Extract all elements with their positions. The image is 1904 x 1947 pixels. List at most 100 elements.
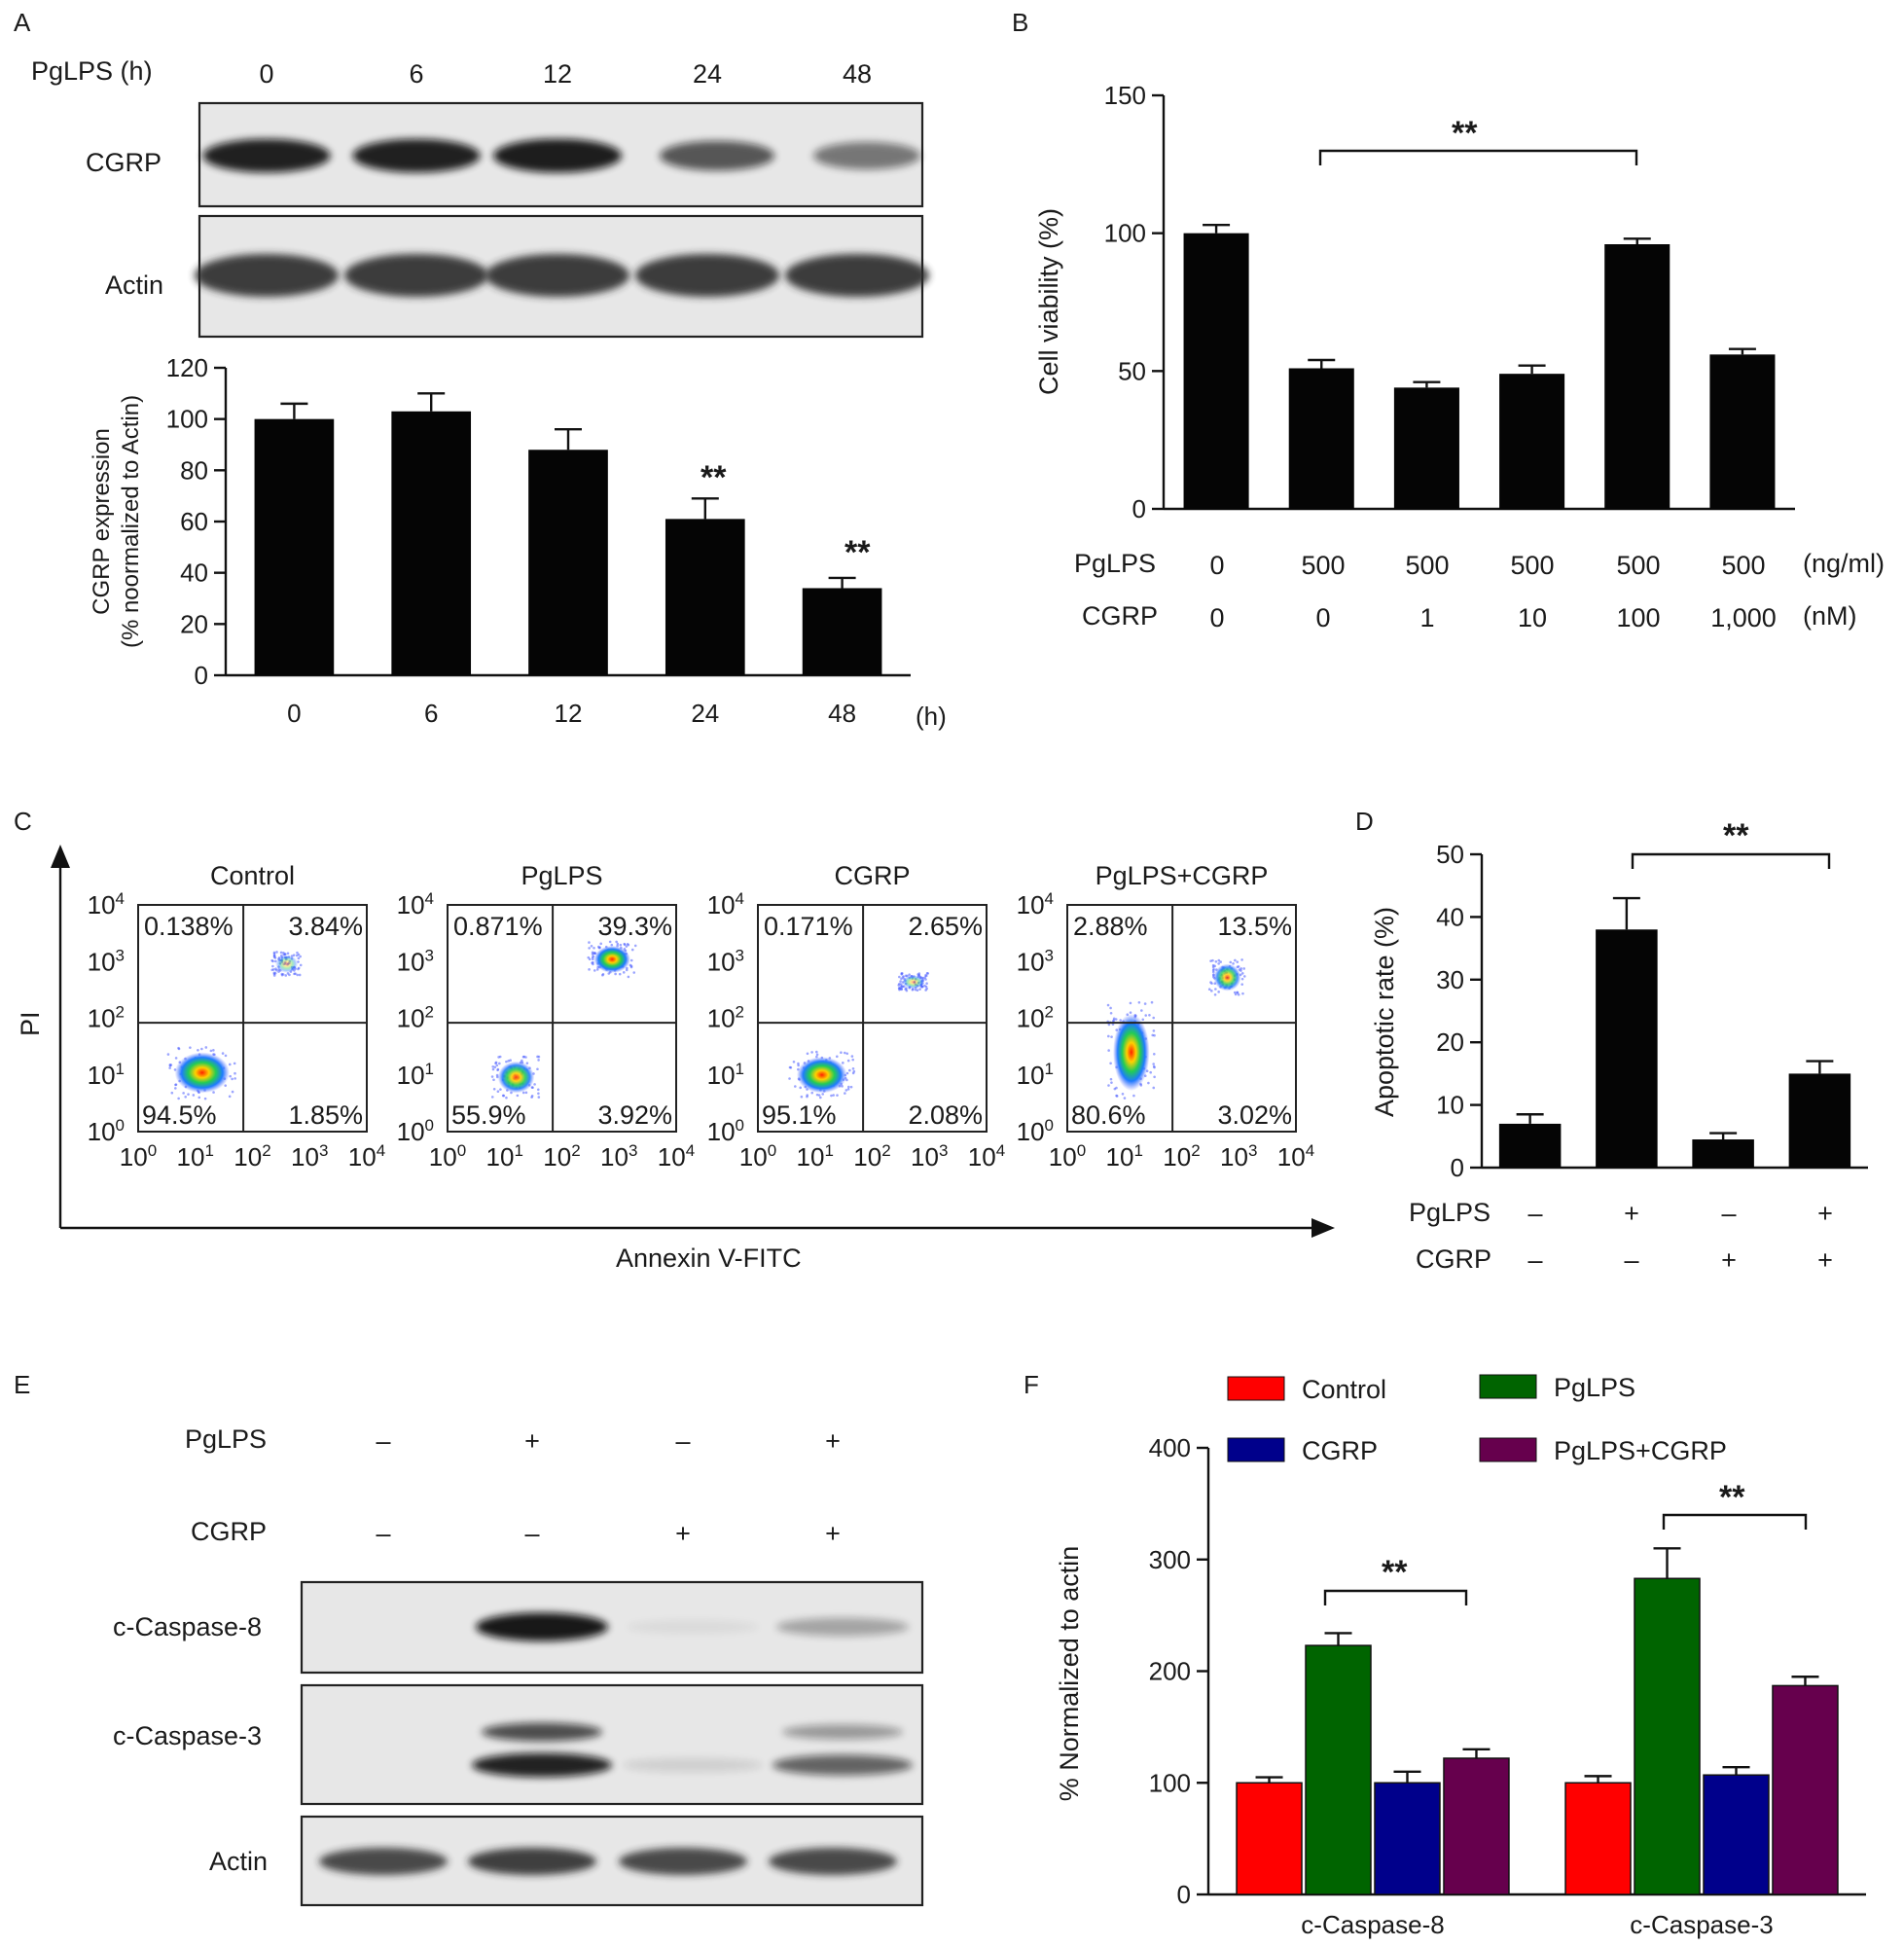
flow-event-dot [1115, 1094, 1118, 1098]
flow-event-dot [231, 1090, 234, 1094]
flow-plot-title: PgLPS [521, 861, 602, 890]
x-tick-label: 12 [555, 699, 583, 728]
chart-d: 0 10 20 30 40 50 Apoptotic rate (%) [1370, 840, 1868, 1182]
flow-event-dot [224, 1084, 228, 1087]
y-tick-label: 0 [1132, 494, 1146, 523]
a-timepoint-label: 24 [693, 59, 722, 89]
y-tick-label: 60 [180, 507, 208, 536]
quadrant-lr-value: 3.02% [1217, 1100, 1292, 1130]
flow-event-dot [212, 1091, 215, 1094]
b-cgrp-value: 1,000 [1710, 603, 1777, 632]
b-cgrp-value: 100 [1616, 603, 1660, 632]
y-log-tick-exponent: 4 [1045, 889, 1054, 908]
flow-event-dot [821, 1093, 825, 1096]
flow-event-dot [200, 1047, 203, 1051]
d-cgrp-sign: + [1817, 1245, 1833, 1275]
flow-event-dot [844, 1051, 846, 1055]
f-legend: Control PgLPS CGRP PgLPS+CGRP [1227, 1373, 1727, 1465]
y-log-tick-label: 103 [707, 946, 744, 976]
x-log-tick-label: 102 [234, 1141, 270, 1172]
flow-event-dot [616, 942, 620, 946]
flow-event-dot [505, 1060, 508, 1064]
blot-band [813, 141, 920, 170]
x-log-tick-exponent: 3 [939, 1141, 948, 1160]
flow-density-cluster [1113, 1013, 1150, 1092]
flow-event-dot [908, 973, 911, 976]
flow-event-dot [492, 1078, 495, 1082]
y-tick-label: 300 [1149, 1545, 1191, 1574]
y-log-tick-exponent: 3 [736, 946, 744, 964]
flow-event-dot [521, 1091, 525, 1095]
bar [528, 450, 608, 675]
flow-event-dot [174, 1087, 177, 1090]
flow-event-dot [1213, 964, 1216, 968]
d-condition-signs: – + – + – – + + [1527, 1199, 1832, 1275]
flow-event-dot [591, 957, 594, 961]
flow-event-dot [1152, 1063, 1155, 1065]
flow-event-dot [851, 1058, 854, 1062]
flow-event-dot [275, 951, 278, 954]
flow-event-dot [1137, 1000, 1141, 1004]
flow-event-dot [212, 1049, 215, 1052]
c-y-arrowhead [51, 845, 70, 868]
flow-event-dot [174, 1083, 178, 1086]
flow-event-dot [593, 969, 596, 972]
y-log-tick-label: 104 [397, 889, 434, 919]
x-log-tick-label: 101 [1106, 1141, 1143, 1172]
y-log-tick-exponent: 4 [736, 889, 744, 908]
x-log-tick-label: 103 [911, 1141, 948, 1172]
flow-event-dot [914, 988, 917, 992]
flow-event-dot [187, 1093, 190, 1096]
y-log-tick-label: 101 [88, 1060, 125, 1090]
flow-event-dot [627, 975, 630, 979]
flow-event-dot [794, 1085, 797, 1088]
flow-event-dot [633, 944, 637, 948]
y-log-tick-label: 101 [707, 1060, 744, 1090]
e-cgrp-sign: + [825, 1519, 841, 1548]
quadrant-ul-value: 2.88% [1073, 912, 1148, 941]
flow-event-dot [900, 988, 903, 992]
flow-event-dot [619, 943, 623, 947]
flow-event-dot [184, 1096, 187, 1099]
flow-event-dot [224, 1054, 228, 1058]
flow-event-dot [297, 953, 301, 956]
flow-event-dot [297, 967, 300, 971]
flow-event-dot [299, 955, 302, 958]
a-blot-actin-label: Actin [105, 270, 163, 300]
flow-event-dot [209, 1049, 213, 1053]
a-treatment-label: PgLPS (h) [31, 56, 153, 86]
panel-e: E PgLPS CGRP – + – + – – + + c-Caspase-8 c-Casp… [14, 1370, 924, 1907]
x-log-tick-label: 100 [739, 1141, 776, 1172]
y-tick-label: 50 [1436, 840, 1464, 869]
flow-event-dot [1153, 1033, 1156, 1037]
flow-event-dot [850, 1055, 854, 1058]
flow-event-dot [1143, 1002, 1147, 1005]
flow-event-dot [625, 945, 629, 948]
legend-swatch [1227, 1376, 1285, 1401]
flow-plot-title: Control [210, 861, 295, 890]
flow-event-dot [842, 1062, 844, 1064]
flow-event-dot [799, 1086, 802, 1090]
x-tick-label: 0 [287, 699, 301, 728]
x-log-tick-label: 102 [853, 1141, 890, 1172]
x-tick-label: 48 [828, 699, 856, 728]
b-sig: ** [1452, 115, 1478, 152]
flow-event-dot [1237, 992, 1240, 996]
flow-event-dot [797, 1062, 800, 1065]
d-pglps-sign: + [1817, 1199, 1833, 1228]
flow-event-dot [490, 1096, 494, 1099]
flow-event-dot [851, 1071, 855, 1075]
flow-event-dot [917, 972, 921, 975]
x-log-tick-exponent: 3 [319, 1141, 328, 1160]
y-log-tick-exponent: 2 [425, 1003, 434, 1022]
e-bands-caspase8 [476, 1612, 909, 1641]
flow-event-dot [166, 1053, 170, 1056]
flow-event-dot [625, 968, 629, 972]
flow-event-dot [177, 1046, 180, 1050]
flow-event-dot [588, 947, 591, 950]
e-pglps-sign: – [376, 1426, 390, 1456]
b-cgrp-value: 0 [1209, 603, 1224, 632]
flow-event-dot [1240, 977, 1244, 981]
quadrant-lr-value: 1.85% [288, 1100, 363, 1130]
